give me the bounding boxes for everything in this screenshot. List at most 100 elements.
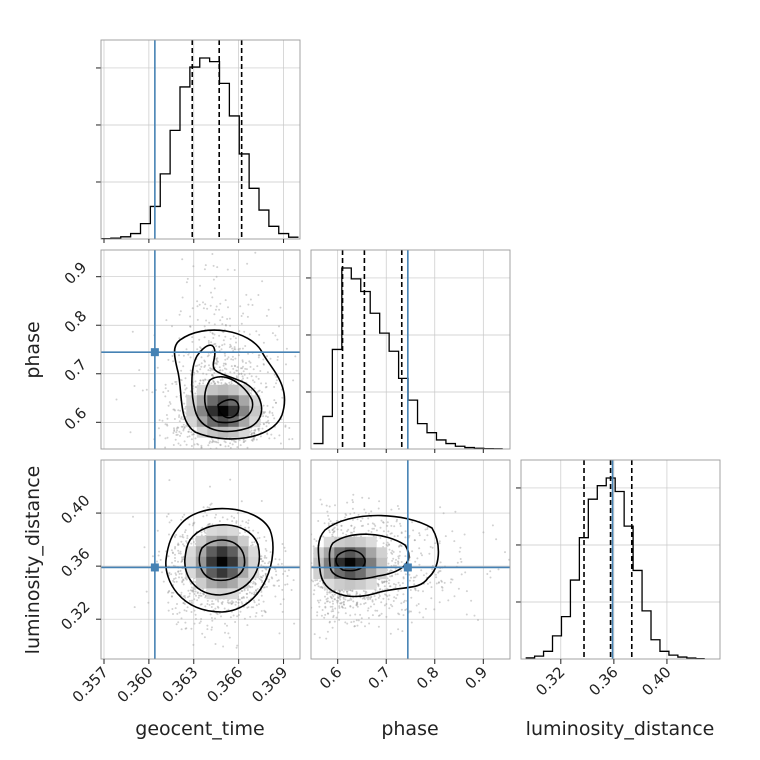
sample-point xyxy=(316,579,319,582)
sample-point xyxy=(161,571,163,574)
sample-point xyxy=(356,518,359,521)
density-panel-phase-vs-luminosity_distance xyxy=(301,459,511,660)
sample-point xyxy=(262,415,265,418)
sample-point xyxy=(377,625,380,628)
sample-point xyxy=(394,561,397,564)
sample-point xyxy=(180,591,183,594)
sample-point xyxy=(193,521,196,524)
sample-point xyxy=(349,605,352,607)
sample-point xyxy=(223,352,226,355)
sample-point xyxy=(228,636,231,639)
sample-point xyxy=(177,542,180,545)
sample-point xyxy=(184,405,187,408)
sample-point xyxy=(380,601,383,604)
sample-point xyxy=(133,606,136,609)
sample-point xyxy=(399,525,402,527)
sample-point xyxy=(235,375,238,378)
sample-point xyxy=(158,550,161,553)
sample-point xyxy=(387,562,390,565)
sample-point xyxy=(334,607,337,610)
sample-point xyxy=(369,596,372,599)
sample-point xyxy=(201,526,204,529)
sample-point xyxy=(218,334,221,337)
sample-point xyxy=(242,596,245,599)
sample-point xyxy=(198,594,200,597)
sample-point xyxy=(177,560,179,563)
sample-point xyxy=(222,362,225,365)
sample-point xyxy=(200,347,203,350)
sample-point xyxy=(270,433,273,436)
sample-point xyxy=(377,583,380,586)
sample-point xyxy=(343,600,345,603)
sample-point xyxy=(319,586,322,589)
density-cell xyxy=(196,416,208,428)
sample-point xyxy=(183,402,186,405)
sample-point xyxy=(282,573,285,575)
sample-point xyxy=(326,593,329,596)
sample-point xyxy=(389,585,392,588)
sample-point xyxy=(477,619,479,621)
sample-point xyxy=(194,380,197,383)
sample-point xyxy=(200,446,203,449)
sample-point xyxy=(265,425,268,428)
sample-point xyxy=(313,589,316,592)
sample-point xyxy=(399,550,401,553)
sample-point xyxy=(213,380,215,383)
sample-point xyxy=(320,585,323,588)
sample-point xyxy=(273,373,276,376)
sample-point xyxy=(337,597,340,600)
sample-point xyxy=(234,365,237,368)
sample-point xyxy=(244,439,247,442)
sample-point xyxy=(214,440,217,443)
sample-point xyxy=(168,533,170,536)
sample-point xyxy=(354,613,357,616)
sample-point xyxy=(367,497,370,500)
sample-point xyxy=(193,443,196,446)
sample-point xyxy=(213,440,216,443)
sample-point xyxy=(176,433,179,436)
sample-point xyxy=(218,369,221,372)
sample-point xyxy=(180,561,183,563)
sample-point xyxy=(284,570,287,573)
sample-point xyxy=(167,591,169,594)
sample-point xyxy=(231,443,234,446)
sample-point xyxy=(465,613,468,616)
sample-point xyxy=(279,603,282,606)
sample-point xyxy=(172,564,175,567)
sample-point xyxy=(209,503,212,506)
sample-point xyxy=(402,577,405,580)
sample-point xyxy=(164,387,167,390)
sample-point xyxy=(382,542,385,545)
sample-point xyxy=(331,533,334,536)
sample-point xyxy=(370,595,373,598)
sample-point xyxy=(257,377,260,380)
x-tick-label-luminosity_distance: 0.40 xyxy=(638,663,674,699)
panel-border-r0-c0 xyxy=(100,39,301,240)
contour-level-0 xyxy=(165,507,274,613)
sample-point xyxy=(320,503,323,506)
x-tick-label-geocent_time: 0.357 xyxy=(69,663,112,706)
sample-point xyxy=(198,382,201,385)
sample-point xyxy=(129,431,132,434)
sample-point xyxy=(361,496,364,499)
sample-point xyxy=(237,601,240,604)
sample-point xyxy=(193,454,195,456)
sample-point xyxy=(268,437,271,440)
sample-point xyxy=(327,522,330,525)
sample-point xyxy=(260,382,263,385)
sample-point xyxy=(263,586,266,589)
sample-point xyxy=(253,438,256,441)
sample-point xyxy=(168,571,171,574)
sample-point xyxy=(465,590,468,593)
sample-point xyxy=(213,383,216,386)
sample-point xyxy=(345,514,348,517)
sample-point xyxy=(200,447,203,449)
sample-point xyxy=(181,258,184,261)
sample-point xyxy=(340,524,343,527)
sample-point xyxy=(182,578,185,581)
sample-point xyxy=(172,613,174,615)
sample-point xyxy=(301,542,303,544)
sample-point xyxy=(391,549,394,552)
density-cell xyxy=(206,525,218,537)
sample-point xyxy=(266,416,269,418)
